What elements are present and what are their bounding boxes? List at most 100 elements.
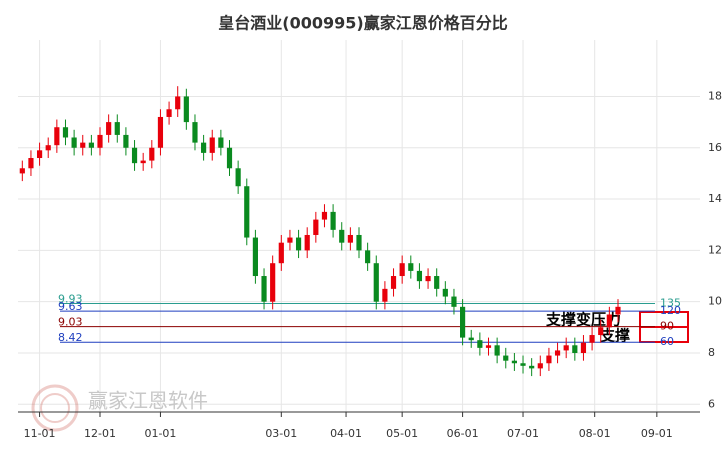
candle-body bbox=[62, 127, 69, 138]
candle-body bbox=[442, 288, 448, 297]
candle-body bbox=[408, 263, 414, 271]
candle-body bbox=[511, 360, 517, 364]
candle-body bbox=[157, 116, 164, 148]
candle-body bbox=[123, 134, 129, 148]
candle-body bbox=[149, 147, 155, 161]
candle-body bbox=[175, 96, 181, 110]
logo-ring bbox=[31, 384, 79, 432]
y-tick-label: 8 bbox=[708, 346, 715, 359]
candle-body bbox=[114, 122, 120, 135]
chart-title: 皇台酒业(000995)赢家江恩价格百分比 bbox=[218, 14, 507, 33]
x-tick-label: 11-01 bbox=[24, 427, 56, 440]
candle-body bbox=[460, 306, 466, 338]
candle-body bbox=[244, 186, 250, 238]
candle-body bbox=[580, 342, 587, 353]
candle-body bbox=[416, 270, 423, 282]
annotation: 支撑 bbox=[599, 327, 630, 345]
candle-body bbox=[97, 134, 103, 148]
watermark-logo bbox=[31, 384, 79, 432]
candle-body bbox=[261, 276, 267, 302]
y-tick-label: 18 bbox=[708, 89, 722, 102]
candle-body bbox=[287, 237, 293, 243]
candle-body bbox=[468, 337, 474, 341]
candle-body bbox=[19, 168, 25, 174]
candle-body bbox=[209, 137, 215, 153]
candle-body bbox=[252, 237, 258, 277]
candle-body bbox=[36, 150, 43, 159]
candle-body bbox=[615, 306, 621, 315]
candle-body bbox=[554, 350, 561, 356]
candle-body bbox=[399, 263, 405, 277]
candle-body bbox=[537, 363, 543, 369]
level-score: 135 bbox=[660, 296, 681, 309]
x-tick-label: 12-01 bbox=[84, 427, 116, 440]
candle-body bbox=[304, 234, 310, 251]
x-tick-label: 03-01 bbox=[265, 427, 297, 440]
candle-body bbox=[201, 142, 207, 153]
candle-body bbox=[529, 365, 535, 369]
candle-body bbox=[390, 276, 397, 289]
candle-body bbox=[572, 345, 578, 353]
x-tick-label: 05-01 bbox=[386, 427, 418, 440]
candle-body bbox=[88, 142, 94, 148]
level-price: 9.03 bbox=[58, 316, 83, 329]
y-tick-label: 6 bbox=[708, 397, 715, 410]
x-tick-label: 09-01 bbox=[641, 427, 673, 440]
level-score: 90 bbox=[660, 320, 674, 333]
candle-body bbox=[295, 237, 302, 251]
candle-body bbox=[106, 122, 112, 135]
candle-body bbox=[365, 250, 371, 264]
y-tick-label: 14 bbox=[708, 192, 722, 205]
candle-body bbox=[434, 276, 440, 289]
candle-body bbox=[606, 314, 612, 328]
candle-body bbox=[546, 355, 552, 364]
x-tick-label: 07-01 bbox=[507, 427, 539, 440]
level-score: 120 bbox=[660, 304, 681, 317]
candle-body bbox=[485, 345, 492, 348]
candle-body bbox=[192, 122, 198, 143]
y-tick-label: 16 bbox=[708, 141, 722, 154]
candle-body bbox=[563, 345, 569, 351]
candle-body bbox=[80, 142, 86, 148]
candle-body bbox=[131, 147, 138, 164]
candle-body bbox=[598, 327, 604, 336]
candle-body bbox=[356, 234, 362, 251]
candle-body bbox=[183, 96, 189, 123]
level-price: 8.42 bbox=[58, 331, 83, 344]
candle-body bbox=[45, 145, 51, 151]
candle-body bbox=[339, 229, 345, 243]
x-tick-label: 06-01 bbox=[447, 427, 479, 440]
candle-body bbox=[347, 234, 353, 243]
candle-body bbox=[520, 363, 526, 366]
candle-body bbox=[313, 219, 319, 235]
level-price: 9.63 bbox=[58, 300, 83, 313]
candle-body bbox=[140, 160, 146, 164]
candle-body bbox=[270, 263, 276, 302]
candle-body bbox=[166, 109, 172, 117]
candle-body bbox=[373, 263, 379, 302]
x-tick-label: 01-01 bbox=[144, 427, 176, 440]
level-price: 9.93 bbox=[58, 292, 83, 305]
candle-body bbox=[425, 276, 431, 282]
annotation-box bbox=[639, 326, 689, 343]
candle-body bbox=[218, 137, 224, 148]
y-tick-label: 10 bbox=[708, 295, 722, 308]
candle-body bbox=[477, 340, 483, 348]
candle-body bbox=[226, 147, 233, 169]
candle-body bbox=[451, 296, 457, 307]
watermark: 赢家江恩软件 bbox=[88, 389, 208, 413]
x-tick-label: 04-01 bbox=[330, 427, 362, 440]
candle-body bbox=[503, 355, 509, 361]
level-score: 60 bbox=[660, 335, 674, 348]
candle-body bbox=[28, 158, 34, 169]
candle-body bbox=[235, 168, 241, 187]
candle-body bbox=[330, 211, 336, 230]
annotation: 支撑变压力 bbox=[545, 311, 621, 329]
logo-inner bbox=[40, 393, 70, 423]
candle-body bbox=[71, 137, 77, 148]
candle-body bbox=[589, 335, 595, 343]
candle-body bbox=[278, 242, 284, 264]
candle-body bbox=[382, 288, 388, 302]
candle-body bbox=[494, 345, 500, 356]
